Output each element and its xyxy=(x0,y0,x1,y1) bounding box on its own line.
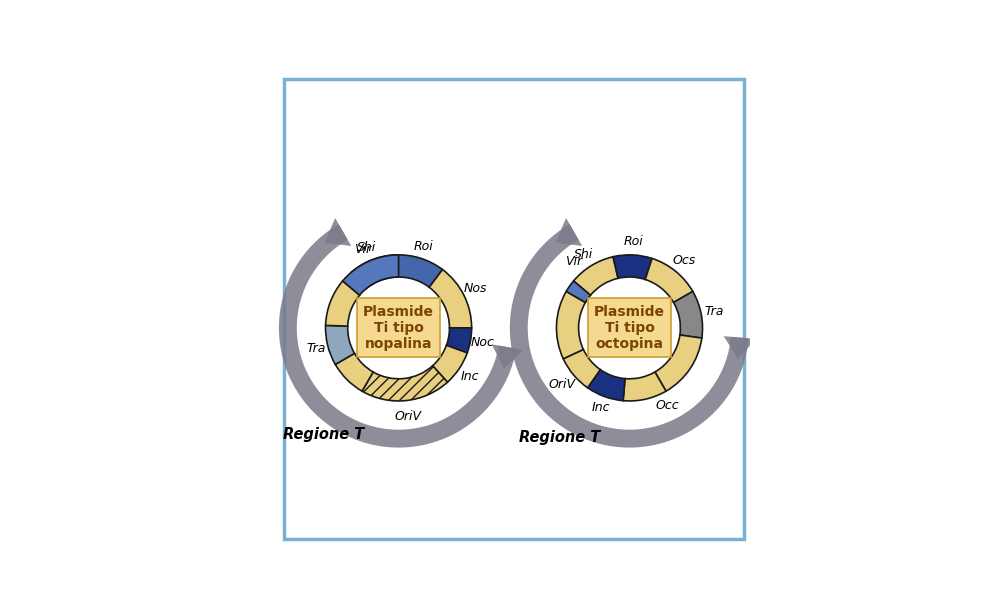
Text: OriV: OriV xyxy=(547,378,574,391)
Wedge shape xyxy=(566,281,590,302)
Text: Occ: Occ xyxy=(655,399,678,412)
Text: Plasmide
Ti tipo
nopalina: Plasmide Ti tipo nopalina xyxy=(363,305,434,351)
Wedge shape xyxy=(612,255,651,280)
Wedge shape xyxy=(556,291,585,359)
Wedge shape xyxy=(362,366,447,401)
Wedge shape xyxy=(429,269,471,328)
Wedge shape xyxy=(654,335,701,391)
FancyBboxPatch shape xyxy=(284,79,743,539)
Text: Shi: Shi xyxy=(573,248,593,261)
Polygon shape xyxy=(279,224,516,447)
Polygon shape xyxy=(509,224,747,447)
Text: Nos: Nos xyxy=(463,282,487,295)
Text: Roi: Roi xyxy=(623,235,643,248)
Text: Vir: Vir xyxy=(354,243,371,256)
Wedge shape xyxy=(644,258,692,302)
Wedge shape xyxy=(335,353,373,391)
Text: Inc: Inc xyxy=(590,401,609,414)
Polygon shape xyxy=(491,345,523,368)
Text: Vir: Vir xyxy=(565,255,582,268)
Text: Inc: Inc xyxy=(460,370,479,382)
Wedge shape xyxy=(432,345,467,382)
Wedge shape xyxy=(622,372,665,401)
Wedge shape xyxy=(395,255,442,287)
Text: Plasmide
Ti tipo
octopina: Plasmide Ti tipo octopina xyxy=(593,305,664,351)
Wedge shape xyxy=(352,255,396,289)
Wedge shape xyxy=(326,326,354,364)
Polygon shape xyxy=(555,218,581,246)
Text: Noc: Noc xyxy=(470,336,494,349)
Wedge shape xyxy=(326,281,360,326)
Polygon shape xyxy=(325,218,351,246)
Text: Regione T: Regione T xyxy=(518,430,599,445)
Text: OriV: OriV xyxy=(394,411,421,424)
Text: Regione T: Regione T xyxy=(284,427,365,442)
Wedge shape xyxy=(343,255,398,295)
Wedge shape xyxy=(673,291,701,338)
Text: Tra: Tra xyxy=(703,305,723,318)
Polygon shape xyxy=(723,336,756,359)
Wedge shape xyxy=(446,328,471,353)
Text: Tra: Tra xyxy=(307,342,326,355)
Wedge shape xyxy=(573,257,617,295)
Wedge shape xyxy=(587,370,624,401)
Wedge shape xyxy=(563,349,600,388)
Text: Shi: Shi xyxy=(357,242,376,255)
Text: Roi: Roi xyxy=(413,241,433,253)
Text: Ocs: Ocs xyxy=(671,255,694,267)
